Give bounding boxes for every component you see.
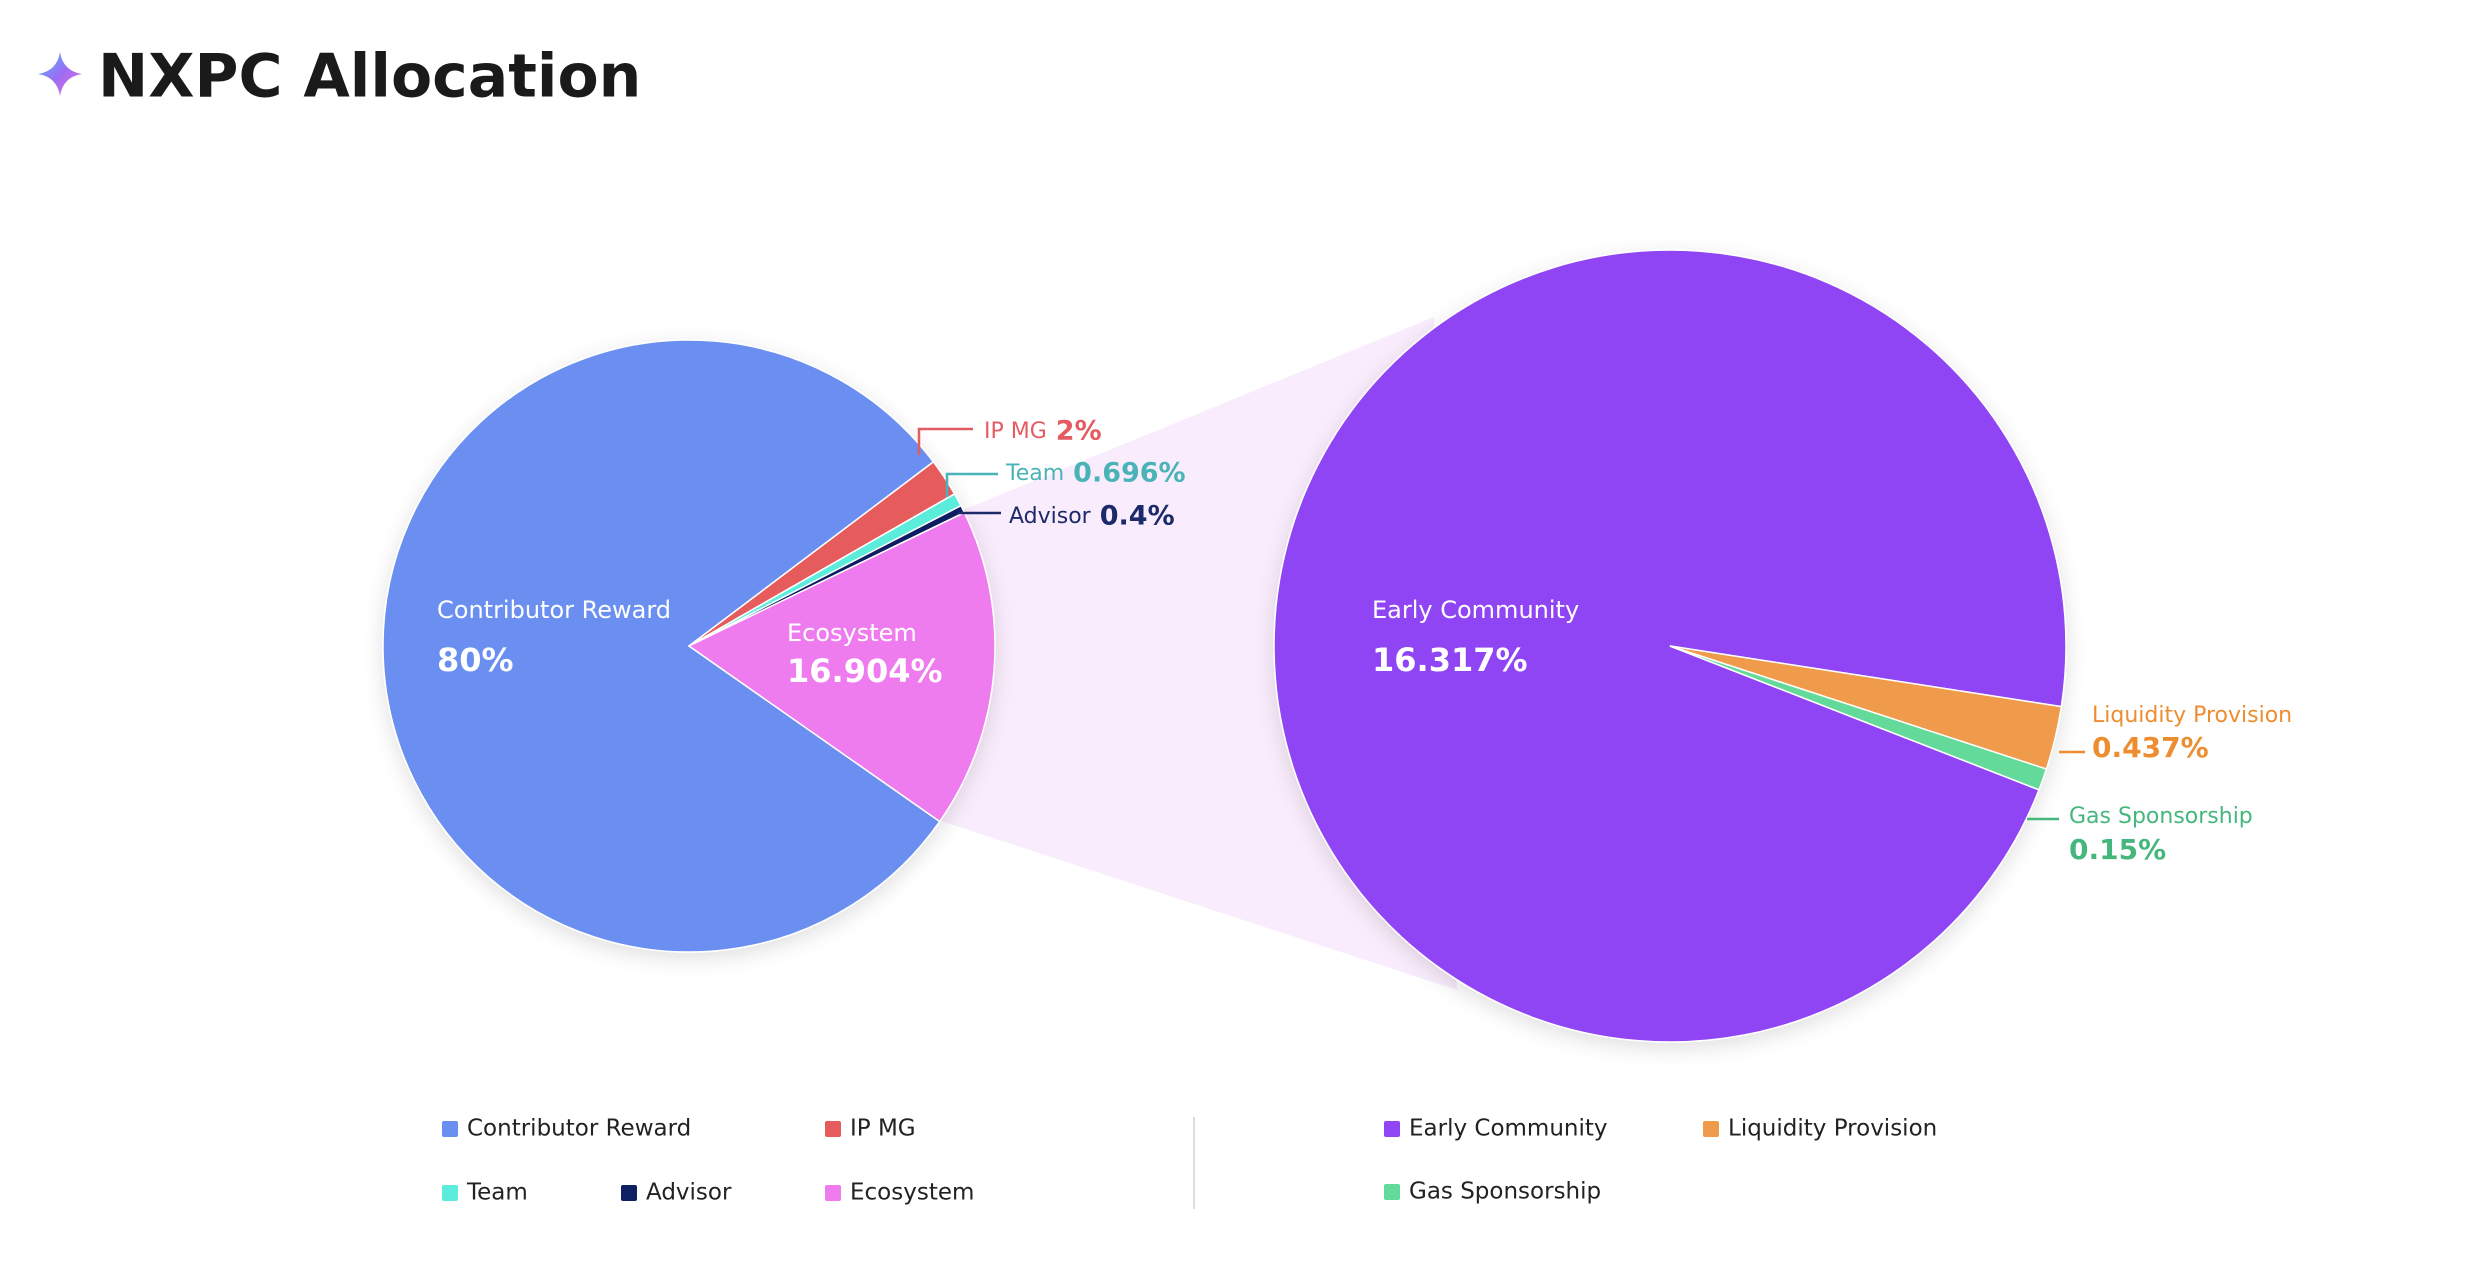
legend-swatch (442, 1121, 458, 1137)
legend-label: Contributor Reward (467, 1116, 691, 1142)
slice-value: 16.904% (787, 652, 943, 690)
slice-label: Advisor (1009, 504, 1092, 529)
pie-slice (1669, 645, 2048, 791)
chart-title: NXPC Allocation (98, 42, 641, 112)
pie (382, 339, 996, 953)
leader-line (945, 472, 998, 497)
legend-swatch (825, 1185, 841, 1201)
legend-label: Liquidity Provision (1728, 1116, 1937, 1142)
leader-line (917, 427, 973, 455)
legend-label: IP MG (850, 1116, 916, 1142)
slice-label: Ecosystem (787, 619, 917, 647)
legend-label: Ecosystem (850, 1180, 974, 1206)
legend-label: Team (466, 1180, 528, 1206)
pie (1273, 249, 2067, 1043)
leader-lines (917, 427, 2085, 821)
slice-label: Team (1005, 461, 1064, 486)
slice-label: Contributor Reward (437, 596, 671, 624)
slice-label: Early Community (1372, 596, 1579, 624)
pie-slice (382, 339, 941, 953)
sparkle-icon (38, 52, 82, 96)
legend-label: Advisor (646, 1180, 732, 1206)
slice-value: 0.15% (2069, 833, 2166, 866)
legend-label: Early Community (1409, 1116, 1608, 1142)
legend-swatch (442, 1185, 458, 1201)
slice-value: 16.317% (1372, 641, 1528, 679)
slice-value: 0.4% (1100, 501, 1175, 532)
legend-swatch (621, 1185, 637, 1201)
slice-label: Gas Sponsorship (2069, 804, 2253, 829)
legend-swatch (1703, 1121, 1719, 1137)
legend-label: Gas Sponsorship (1409, 1179, 1601, 1205)
legend-swatch (1384, 1184, 1400, 1200)
slice-value: 2% (1056, 416, 1102, 447)
legend-swatch (1384, 1121, 1400, 1137)
pie-slice (687, 511, 996, 823)
slice-value: 0.696% (1073, 458, 1185, 489)
slice-label: IP MG (984, 419, 1047, 444)
legend-swatch (825, 1121, 841, 1137)
slice-label: Liquidity Provision (2092, 703, 2292, 728)
slice-value: 80% (437, 641, 514, 679)
slice-value: 0.437% (2092, 731, 2209, 764)
